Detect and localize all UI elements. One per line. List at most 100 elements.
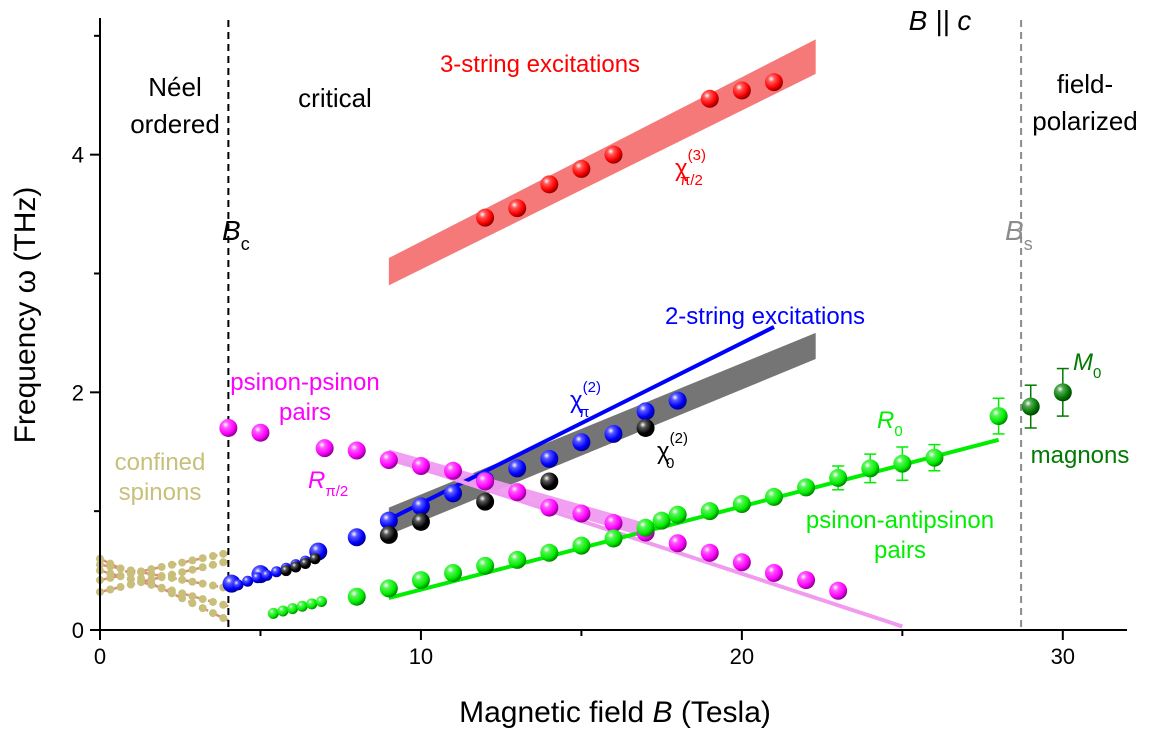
data-point-green [797,478,816,497]
chi2-0-label: χ(2) 0 [657,430,688,472]
data-point-green [925,448,944,467]
data-point-red [508,199,527,218]
confined-spinon-point [178,558,187,567]
data-point-green [572,536,591,555]
confined-spinon-point [219,600,228,609]
confined-spinon-point [219,558,228,567]
data-point-blue [261,569,273,581]
data-point-green [893,454,912,473]
confined-spinon-point [167,586,176,595]
data-points-layer [219,73,1072,619]
r0-label: R0 [877,407,903,440]
confined-spinon-point [188,565,197,574]
data-point-blue [379,511,398,530]
fit-line-1 [388,455,903,629]
data-point-magenta [508,483,527,502]
data-point-darkgreen [1053,383,1072,402]
confined-spinon-point [208,560,217,569]
psinon-antipsinon-label-line1: psinon-antipsinon [806,507,994,534]
data-point-green [267,607,279,619]
data-point-magenta [347,441,366,460]
y-tick-label: 2 [72,380,84,405]
confined-spinon-point [178,589,187,598]
data-point-black [290,561,302,573]
confined-spinon-point [157,572,166,581]
data-point-green [732,495,751,514]
x-axis-label: Magnetic field B (Tesla) [459,696,771,729]
data-point-green [829,468,848,487]
y-tick-label: 4 [72,143,84,168]
data-point-green [652,511,671,530]
data-point-black [540,472,559,491]
confined-spinons-label-line1: confined [115,449,206,476]
confined-spinons-label-line2: spinons [119,479,202,506]
data-point-green [668,505,687,524]
magnons-label: magnons [1031,442,1130,469]
y-tick-label: 0 [72,618,84,643]
data-point-blue [251,572,263,584]
region-critical: critical [298,83,372,113]
data-point-green [444,563,463,582]
data-point-red [700,89,719,108]
m0-label: M0 [1073,349,1101,382]
data-point-black [309,553,321,565]
psinon-psinon-label-line2: pairs [279,399,331,426]
data-point-green [476,556,495,575]
data-point-green [508,550,527,569]
bc-label: Bc [222,215,250,254]
r-pi2-label: Rπ/2 [308,467,348,500]
confined-spinon-point [106,585,115,594]
data-point-black [411,512,430,531]
data-point-blue [411,497,430,516]
confined-spinon-point [126,580,135,589]
data-point-black [636,418,655,437]
data-point-blue [668,391,687,410]
confined-spinon-point [208,597,217,606]
axes-layer: 0 10 20 30 0 2 4 [72,18,1127,669]
two-string-label: 2-string excitations [665,303,865,330]
psinon-psinon-label-line1: psinon-psinon [230,369,379,396]
confined-spinon-point [116,571,125,580]
x-tick-label: 30 [1051,644,1075,669]
data-point-blue [347,528,366,547]
confined-spinon-point [219,549,228,558]
confined-spinon-point [188,556,197,565]
psinon-antipsinon-label-line2: pairs [874,537,926,564]
region-field-polarized-line1: field- [1057,69,1113,99]
three-string-label: 3-string excitations [440,51,640,78]
data-point-black [280,565,292,577]
data-point-green [315,595,327,607]
confined-spinon-point [198,554,207,563]
data-point-red [476,208,495,227]
x-tick-label: 10 [409,644,433,669]
confined-spinon-point [178,568,187,577]
confined-spinon-point [106,573,115,582]
bs-label: Bs [1005,215,1033,254]
confined-spinon-point [188,577,197,586]
data-point-blue [271,566,283,578]
confined-spinon-point [147,570,156,579]
data-point-magenta [476,472,495,491]
confined-spinon-point [106,562,115,571]
confined-spinon-point [157,583,166,592]
data-point-magenta [251,423,270,442]
confined-spinon-point [116,564,125,573]
confined-spinon-point [157,562,166,571]
data-point-green [296,600,308,612]
data-point-green [764,487,783,506]
data-point-black [476,492,495,511]
data-point-magenta [219,418,238,437]
data-point-magenta [668,534,687,553]
data-point-green [277,605,289,617]
data-point-blue [540,449,559,468]
data-point-magenta [572,504,591,523]
data-point-green [306,598,318,610]
confined-spinon-point [116,583,125,592]
data-point-magenta [411,457,430,476]
y-axis-label: Frequency ω (THz) [9,187,42,444]
data-point-green [604,529,623,548]
data-point-red [732,81,751,100]
confined-spinon-point [167,573,176,582]
data-point-green [989,407,1008,426]
data-point-green [861,459,880,478]
